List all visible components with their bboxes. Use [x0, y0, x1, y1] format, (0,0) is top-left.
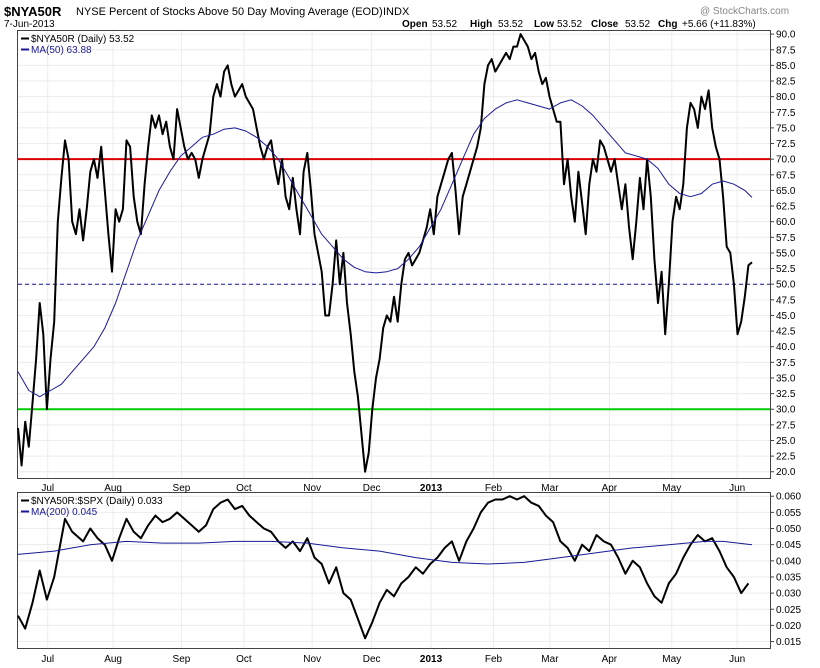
ratio-x-tick-label: Jun [729, 654, 745, 665]
ratio-x-tick-label: Oct [236, 654, 252, 665]
main-y-tick-label: 62.5 [776, 202, 796, 213]
main-x-tick-label: Jul [41, 483, 54, 494]
main-y-tick-label: 70.0 [776, 155, 796, 166]
ratio-y-tick-label: 0.045 [776, 540, 801, 551]
ratio-panel-frame [17, 492, 771, 649]
ratio-y-tick-label: 0.055 [776, 508, 801, 519]
main-y-tick-label: 25.0 [776, 436, 796, 447]
main-x-tick-label: Sep [173, 483, 191, 494]
main-y-tick-label: 75.0 [776, 123, 796, 134]
main-series-group [17, 33, 753, 473]
quote-open: 53.52 [432, 19, 457, 30]
ratio-x-tick-label: Sep [173, 654, 191, 665]
ratio-x-tick-label: Jul [41, 654, 54, 665]
main-y-tick-label: 47.5 [776, 295, 796, 306]
ratio-series-group [17, 495, 753, 640]
quote-chg: +5.66 (+11.83%) [682, 19, 756, 30]
series-line-ma-200 [17, 540, 753, 565]
ratio-x-tick-label: Dec [363, 654, 381, 665]
chart-symbol: $NYA50R [4, 4, 62, 19]
main-y-tick-label: 85.0 [776, 61, 796, 72]
main-y-tick-label: 40.0 [776, 342, 796, 353]
quote-low: 53.52 [557, 19, 582, 30]
chart-exchange: INDX [383, 6, 410, 18]
quote-close: 53.52 [625, 19, 650, 30]
main-y-tick-label: 45.0 [776, 311, 796, 322]
main-y-tick-label: 50.0 [776, 280, 796, 291]
main-y-tick-label: 27.5 [776, 420, 796, 431]
main-legend-label: MA(50) 63.88 [31, 45, 92, 56]
main-legend-label: $NYA50R (Daily) 53.52 [31, 34, 135, 45]
main-y-tick-label: 82.5 [776, 77, 796, 88]
main-y-axis: 20.0 22.5 25.0 27.5 30.0 32.5 35.0 37.5 40.0 42.5… [770, 30, 796, 478]
main-y-tick-label: 77.5 [776, 108, 796, 119]
ratio-y-tick-label: 0.035 [776, 572, 801, 583]
main-y-tick-label: 67.5 [776, 170, 796, 181]
main-x-tick-label: Mar [541, 483, 559, 494]
series-line-ma-50 [17, 99, 753, 398]
main-y-tick-label: 80.0 [776, 92, 796, 103]
chart-description: NYSE Percent of Stocks Above 50 Day Movi… [76, 6, 383, 18]
main-x-tick-label: May [662, 483, 681, 494]
quote-high: 53.52 [498, 19, 523, 30]
chart-date: 7-Jun-2013 [4, 19, 55, 30]
ratio-legend-label: $NYA50R:$SPX (Daily) 0.033 [31, 496, 163, 507]
quote-chg-label: Chg [658, 19, 677, 30]
quote-bar: Open 53.52 High 53.52 Low 53.52 Close 53… [402, 19, 756, 30]
reference-lines [18, 158, 770, 411]
quote-high-label: High [470, 19, 492, 30]
main-x-tick-label: Dec [363, 483, 381, 494]
ratio-y-tick-label: 0.060 [776, 492, 801, 503]
series-line-nya50r-spx [17, 495, 750, 640]
main-y-tick-label: 30.0 [776, 405, 796, 416]
ratio-x-tick-label: Feb [485, 654, 503, 665]
quote-close-label: Close [591, 19, 619, 30]
ratio-x-tick-label: Apr [602, 654, 618, 665]
ratio-legend-label: MA(200) 0.045 [31, 507, 98, 518]
main-y-tick-label: 52.5 [776, 264, 796, 275]
main-y-tick-label: 60.0 [776, 217, 796, 228]
main-x-tick-label: Nov [303, 483, 321, 494]
main-y-tick-label: 72.5 [776, 139, 796, 150]
main-x-tick-label: Jun [729, 483, 745, 494]
ratio-y-tick-label: 0.025 [776, 605, 801, 616]
main-y-tick-label: 90.0 [776, 30, 796, 41]
ratio-y-axis: 0.015 0.020 0.025 0.030 0.035 0.040 0.045 0.050… [770, 492, 801, 648]
main-y-tick-label: 57.5 [776, 233, 796, 244]
ratio-gridlines [18, 493, 770, 648]
main-x-tick-label: Feb [485, 483, 503, 494]
quote-low-label: Low [534, 19, 554, 30]
ratio-y-tick-label: 0.030 [776, 589, 801, 600]
main-panel-frame [17, 30, 771, 479]
ratio-y-tick-label: 0.015 [776, 637, 801, 648]
main-y-tick-label: 87.5 [776, 45, 796, 56]
ratio-x-tick-label: 2013 [420, 654, 443, 665]
main-x-tick-label: Oct [236, 483, 252, 494]
main-y-tick-label: 37.5 [776, 358, 796, 369]
main-y-tick-label: 55.0 [776, 248, 796, 259]
ratio-x-tick-label: Mar [541, 654, 559, 665]
watermark: @ StockCharts.com [700, 6, 789, 17]
main-x-tick-label: Aug [104, 483, 122, 494]
main-y-tick-label: 42.5 [776, 327, 796, 338]
x-axis: Jul Jul Aug Aug Sep Sep Oct Oct Nov Nov Dec Dec 2013… [41, 483, 745, 665]
ratio-y-tick-label: 0.040 [776, 556, 801, 567]
main-x-tick-label: Apr [602, 483, 618, 494]
main-x-tick-label: 2013 [420, 483, 443, 494]
main-y-tick-label: 20.0 [776, 467, 796, 478]
ratio-x-tick-label: Nov [303, 654, 321, 665]
main-y-tick-label: 32.5 [776, 389, 796, 400]
ratio-y-tick-label: 0.050 [776, 524, 801, 535]
main-y-tick-label: 35.0 [776, 373, 796, 384]
ratio-x-tick-label: May [662, 654, 681, 665]
ratio-y-tick-label: 0.020 [776, 621, 801, 632]
quote-open-label: Open [402, 19, 428, 30]
main-y-tick-label: 22.5 [776, 452, 796, 463]
series-line-nya50r [17, 33, 753, 473]
main-y-tick-label: 65.0 [776, 186, 796, 197]
ratio-x-tick-label: Aug [104, 654, 122, 665]
